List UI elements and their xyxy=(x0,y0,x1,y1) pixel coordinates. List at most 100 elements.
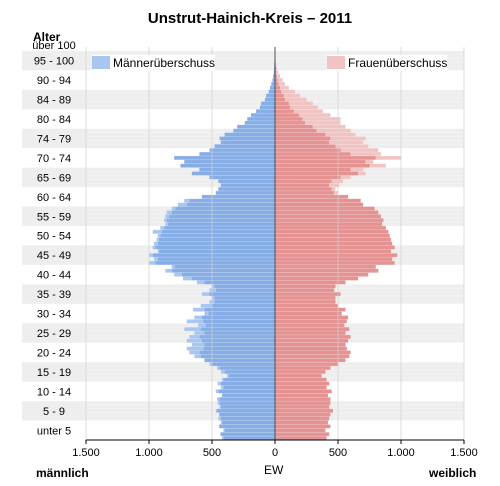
bar-female-age-46 xyxy=(275,257,393,262)
bar-male-surplus-age-23 xyxy=(186,346,204,351)
bar-male-age-82 xyxy=(247,117,275,121)
y-tick-label-4: 20 - 24 xyxy=(37,347,71,359)
bar-male-age-15 xyxy=(223,377,275,382)
bar-female-surplus-age-93 xyxy=(276,74,281,79)
bar-female-age-16 xyxy=(275,373,322,378)
bar-female-age-76 xyxy=(275,140,330,145)
bar-female-age-30 xyxy=(275,319,347,324)
bar-male-age-48 xyxy=(159,249,275,254)
bar-male-surplus-age-9 xyxy=(217,401,220,405)
bar-female-surplus-age-92 xyxy=(277,78,283,83)
bar-male-age-22 xyxy=(199,350,275,355)
bar-female-age-44 xyxy=(275,264,376,269)
bar-female-surplus-age-79 xyxy=(316,128,351,133)
y-tick-label-8: 40 - 44 xyxy=(37,270,71,282)
bar-female-surplus-age-69 xyxy=(350,167,364,172)
bar-female-age-90 xyxy=(275,85,281,90)
bar-male-age-91 xyxy=(271,82,275,86)
y-tick-label-18: 90 - 94 xyxy=(37,75,71,87)
bar-male-age-92 xyxy=(272,78,275,83)
bar-female-age-34 xyxy=(275,303,338,308)
bar-male-age-32 xyxy=(208,311,275,316)
bar-male-age-28 xyxy=(200,327,275,332)
bar-female-age-47 xyxy=(275,253,398,258)
bar-male-surplus-age-41 xyxy=(183,276,192,281)
bar-female-surplus-age-83 xyxy=(298,113,331,118)
bar-female-age-41 xyxy=(275,276,359,281)
bar-male-surplus-age-60 xyxy=(177,202,187,207)
y-axis-title: Alter xyxy=(33,30,61,44)
bar-female-surplus-age-66 xyxy=(331,179,344,184)
bar-male-surplus-age-56 xyxy=(164,218,167,223)
bar-female-age-88 xyxy=(275,93,284,98)
y-tick-label-19: 95 - 100 xyxy=(34,56,74,68)
bar-male-age-24 xyxy=(204,342,275,347)
right-side-label: weiblich xyxy=(429,466,477,480)
bar-male-age-62 xyxy=(201,194,275,199)
bar-male-age-8 xyxy=(220,404,275,409)
bar-female-surplus-age-72 xyxy=(375,155,401,160)
bar-male-age-29 xyxy=(205,323,275,328)
bar-male-age-52 xyxy=(160,233,275,238)
bar-male-age-0 xyxy=(223,436,275,440)
bar-male-age-12 xyxy=(218,389,275,394)
bar-female-surplus-age-80 xyxy=(312,124,346,129)
bar-male-surplus-age-6 xyxy=(218,412,220,417)
bar-male-age-38 xyxy=(215,288,275,293)
bar-male-age-26 xyxy=(199,334,275,339)
bar-female-age-33 xyxy=(275,307,346,312)
bar-male-age-60 xyxy=(186,202,275,207)
bar-female-surplus-age-78 xyxy=(325,132,356,137)
bar-male-age-53 xyxy=(161,229,275,234)
bar-male-age-31 xyxy=(201,315,275,320)
bar-female-surplus-age-90 xyxy=(280,85,289,90)
y-tick-label-13: 65 - 69 xyxy=(37,172,71,184)
bar-male-age-3 xyxy=(219,424,275,429)
bar-male-surplus-age-58 xyxy=(166,210,172,215)
bar-male-age-77 xyxy=(219,136,275,141)
y-tick-label-10: 50 - 54 xyxy=(37,231,71,243)
bar-female-age-1 xyxy=(275,432,330,437)
bar-male-age-5 xyxy=(220,416,275,421)
bar-male-age-17 xyxy=(224,369,275,374)
bar-male-surplus-age-46 xyxy=(154,257,158,262)
bar-female-age-57 xyxy=(275,214,381,219)
legend-swatch-female xyxy=(327,56,345,69)
bar-male-age-78 xyxy=(224,132,275,137)
bar-female-age-3 xyxy=(275,424,331,429)
bar-female-age-18 xyxy=(275,366,331,370)
bar-female-surplus-age-67 xyxy=(340,175,351,180)
bar-male-age-47 xyxy=(152,253,275,258)
bar-male-surplus-age-18 xyxy=(217,366,220,370)
bar-female-surplus-age-81 xyxy=(305,120,341,125)
bar-male-surplus-age-24 xyxy=(191,342,205,347)
bar-female-age-65 xyxy=(275,183,330,188)
bar-male-age-68 xyxy=(191,171,275,176)
bar-male-age-43 xyxy=(171,268,275,273)
bar-female-age-51 xyxy=(275,237,391,242)
bar-male-surplus-age-43 xyxy=(165,268,172,273)
bar-male-surplus-age-48 xyxy=(157,249,160,254)
bar-female-age-93 xyxy=(275,74,277,79)
bar-male-age-6 xyxy=(219,412,275,417)
bar-female-age-35 xyxy=(275,299,336,304)
bar-female-age-62 xyxy=(275,194,349,199)
bar-male-age-41 xyxy=(191,276,275,281)
bar-male-age-45 xyxy=(155,261,275,265)
bar-male-age-83 xyxy=(251,113,275,118)
bar-male-age-90 xyxy=(269,85,275,90)
bar-female-age-22 xyxy=(275,350,351,355)
bar-female-age-19 xyxy=(275,362,338,367)
bar-female-age-42 xyxy=(275,272,369,277)
bar-female-age-12 xyxy=(275,389,332,394)
bar-male-age-20 xyxy=(204,358,275,363)
bar-female-age-17 xyxy=(275,369,326,374)
bar-female-age-87 xyxy=(275,97,286,102)
left-side-label: männlich xyxy=(36,466,89,480)
bar-male-age-70 xyxy=(180,163,275,168)
bar-male-surplus-age-38 xyxy=(209,288,216,293)
bar-female-age-37 xyxy=(275,292,341,297)
x-tick-label-5: 1.000 xyxy=(387,447,415,459)
bar-male-age-95 xyxy=(273,66,275,71)
